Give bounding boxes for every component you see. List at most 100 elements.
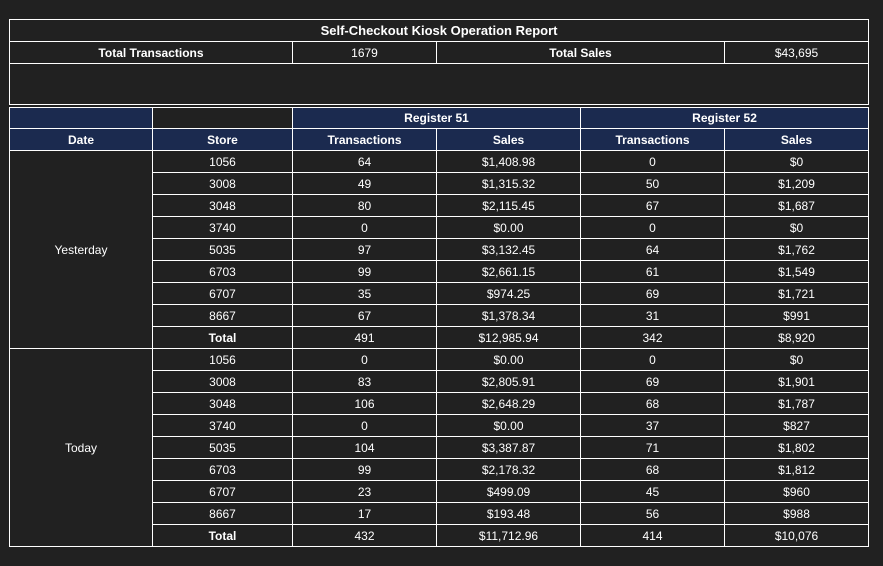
r51-transactions-cell: 491: [292, 326, 437, 349]
store-cell: 6707: [152, 480, 293, 503]
total-sales-label: Total Sales: [436, 41, 725, 64]
r52-sales-header: Sales: [724, 128, 870, 151]
table-row: 8667 67 $1,378.34 31 $991: [10, 304, 870, 327]
store-cell: 3048: [152, 194, 293, 217]
r52-transactions-cell: 414: [580, 524, 726, 547]
summary-table: Self-Checkout Kiosk Operation Report Tot…: [8, 19, 870, 105]
r52-transactions-cell: 69: [580, 282, 726, 305]
r51-sales-cell: $0.00: [435, 348, 582, 371]
store-cell: 6703: [152, 260, 293, 283]
date-cell: Today: [9, 348, 153, 547]
report-title: Self-Checkout Kiosk Operation Report: [8, 19, 870, 42]
r51-sales-cell: $193.48: [435, 502, 582, 525]
r52-sales-cell: $0: [724, 348, 870, 371]
table-row: 3008 49 $1,315.32 50 $1,209: [10, 172, 870, 195]
header-blank-date: [9, 107, 153, 129]
r52-transactions-cell: 71: [580, 436, 726, 459]
r51-transactions-cell: 23: [292, 480, 437, 503]
r51-sales-cell: $1,315.32: [435, 172, 582, 195]
r51-transactions-cell: 97: [292, 238, 437, 261]
r52-sales-cell: $1,901: [724, 370, 870, 393]
r52-sales-cell: $1,209: [724, 172, 870, 195]
r52-transactions-cell: 342: [580, 326, 726, 349]
header-blank-store: [152, 107, 293, 129]
r51-sales-cell: $2,661.15: [435, 260, 582, 283]
r52-sales-cell: $1,812: [724, 458, 870, 481]
store-cell: 6707: [152, 282, 293, 305]
store-cell: 1056: [152, 150, 293, 173]
store-cell: 3740: [152, 414, 293, 437]
table-row: 5035 97 $3,132.45 64 $1,762: [10, 238, 870, 261]
store-cell: 8667: [152, 304, 293, 327]
store-cell: 1056: [152, 348, 293, 371]
store-cell: 3740: [152, 216, 293, 239]
r51-transactions-cell: 83: [292, 370, 437, 393]
spacer-cell: [8, 63, 870, 105]
date-column-header: Date: [9, 128, 153, 151]
r52-transactions-cell: 0: [580, 150, 726, 173]
r51-transactions-cell: 0: [292, 414, 437, 437]
r52-transactions-cell: 69: [580, 370, 726, 393]
table-row: 6703 99 $2,661.15 61 $1,549: [10, 260, 870, 283]
r51-sales-cell: $11,712.96: [435, 524, 582, 547]
r51-transactions-cell: 106: [292, 392, 437, 415]
r52-transactions-cell: 56: [580, 502, 726, 525]
table-row: 3008 83 $2,805.91 69 $1,901: [10, 370, 870, 393]
r51-sales-cell: $12,985.94: [435, 326, 582, 349]
store-column-header: Store: [152, 128, 293, 151]
store-cell: 3048: [152, 392, 293, 415]
r51-sales-cell: $2,648.29: [435, 392, 582, 415]
register-header-row: Register 51 Register 52: [9, 107, 870, 129]
r51-transactions-header: Transactions: [292, 128, 437, 151]
store-cell: 5035: [152, 238, 293, 261]
r52-sales-cell: $10,076: [724, 524, 870, 547]
table-row: 6703 99 $2,178.32 68 $1,812: [10, 458, 870, 481]
r51-transactions-cell: 80: [292, 194, 437, 217]
r51-transactions-cell: 0: [292, 348, 437, 371]
r52-transactions-cell: 37: [580, 414, 726, 437]
r51-sales-cell: $499.09: [435, 480, 582, 503]
r52-sales-cell: $827: [724, 414, 870, 437]
r51-sales-cell: $974.25: [435, 282, 582, 305]
r51-sales-cell: $2,178.32: [435, 458, 582, 481]
total-row: Total 432 $11,712.96 414 $10,076: [10, 524, 870, 547]
r51-transactions-cell: 17: [292, 502, 437, 525]
r52-sales-cell: $960: [724, 480, 870, 503]
store-cell: Total: [152, 326, 293, 349]
totals-row: Total Transactions 1679 Total Sales $43,…: [9, 41, 870, 64]
r52-sales-cell: $1,721: [724, 282, 870, 305]
r51-sales-header: Sales: [435, 128, 582, 151]
r51-transactions-cell: 64: [292, 150, 437, 173]
r52-transactions-cell: 0: [580, 216, 726, 239]
r52-sales-cell: $1,787: [724, 392, 870, 415]
r52-transactions-cell: 45: [580, 480, 726, 503]
store-cell: 6703: [152, 458, 293, 481]
r51-sales-cell: $2,115.45: [435, 194, 582, 217]
date-cell: Yesterday: [9, 150, 153, 349]
r52-sales-cell: $8,920: [724, 326, 870, 349]
table-row: 3740 0 $0.00 37 $827: [10, 414, 870, 437]
r51-sales-cell: $0.00: [435, 216, 582, 239]
store-cell: 3008: [152, 172, 293, 195]
r51-transactions-cell: 49: [292, 172, 437, 195]
column-header-row: Date Store Transactions Sales Transactio…: [9, 128, 870, 151]
r52-transactions-cell: 50: [580, 172, 726, 195]
r51-transactions-cell: 99: [292, 458, 437, 481]
total-sales-value: $43,695: [723, 41, 870, 64]
r52-transactions-cell: 64: [580, 238, 726, 261]
r52-transactions-cell: 0: [580, 348, 726, 371]
title-row: Self-Checkout Kiosk Operation Report: [8, 19, 870, 42]
r52-sales-cell: $0: [724, 150, 870, 173]
r52-sales-cell: $1,762: [724, 238, 870, 261]
table-row: 5035 104 $3,387.87 71 $1,802: [10, 436, 870, 459]
store-cell: 8667: [152, 502, 293, 525]
r52-transactions-cell: 61: [580, 260, 726, 283]
table-row: Yesterday 1056 64 $1,408.98 0 $0: [9, 150, 870, 349]
total-transactions-label: Total Transactions: [9, 41, 293, 64]
r51-sales-cell: $1,378.34: [435, 304, 582, 327]
r51-sales-cell: $1,408.98: [435, 150, 582, 173]
r51-transactions-cell: 67: [292, 304, 437, 327]
r51-sales-cell: $3,387.87: [435, 436, 582, 459]
r51-transactions-cell: 432: [292, 524, 437, 547]
r51-transactions-cell: 35: [292, 282, 437, 305]
